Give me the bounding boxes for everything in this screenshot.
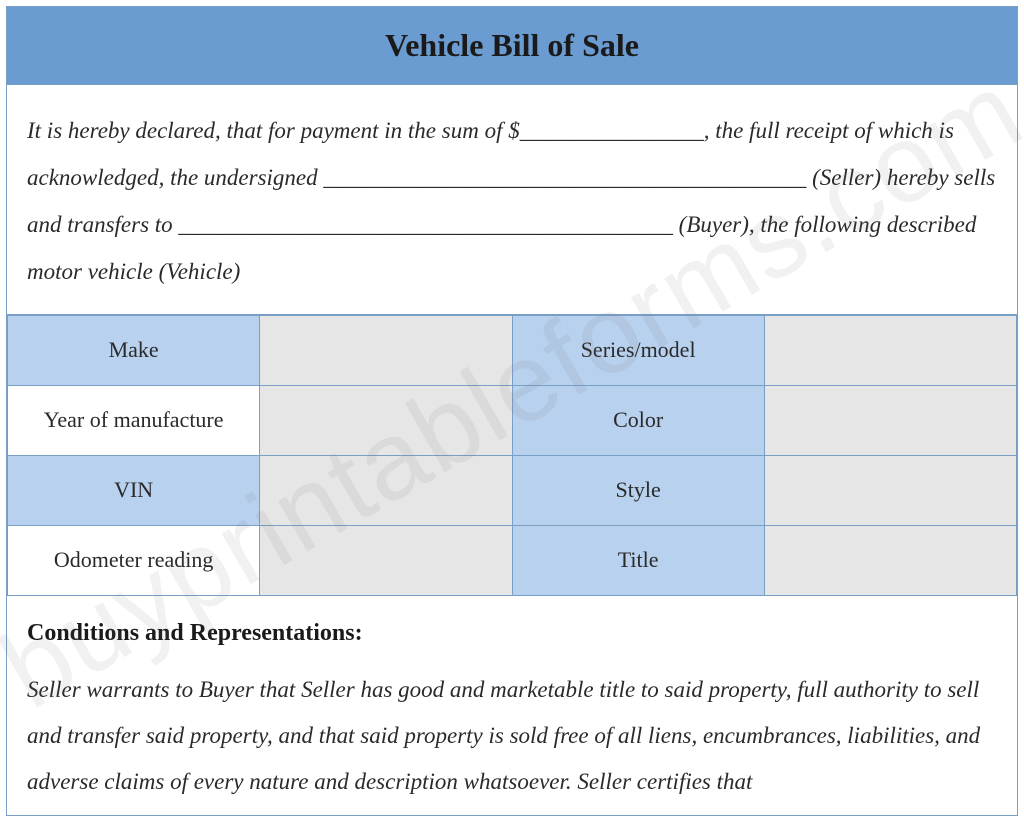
field-label-vin: VIN xyxy=(8,455,260,525)
field-label-make: Make xyxy=(8,315,260,385)
field-label-style: Style xyxy=(512,455,764,525)
field-value-make[interactable] xyxy=(260,315,512,385)
field-value-title[interactable] xyxy=(764,525,1016,595)
field-label-odometer: Odometer reading xyxy=(8,525,260,595)
conditions-section: Conditions and Representations: Seller w… xyxy=(7,596,1017,815)
field-value-style[interactable] xyxy=(764,455,1016,525)
table-row: Odometer reading Title xyxy=(8,525,1017,595)
field-label-series: Series/model xyxy=(512,315,764,385)
conditions-heading: Conditions and Representations: xyxy=(27,620,997,647)
field-value-vin[interactable] xyxy=(260,455,512,525)
table-row: Year of manufacture Color xyxy=(8,385,1017,455)
field-value-odometer[interactable] xyxy=(260,525,512,595)
page-title: Vehicle Bill of Sale xyxy=(7,27,1017,64)
header-bar: Vehicle Bill of Sale xyxy=(7,7,1017,85)
field-label-year: Year of manufacture xyxy=(8,385,260,455)
field-value-color[interactable] xyxy=(764,385,1016,455)
form-container: Vehicle Bill of Sale It is hereby declar… xyxy=(6,6,1018,816)
field-label-color: Color xyxy=(512,385,764,455)
conditions-body: Seller warrants to Buyer that Seller has… xyxy=(27,667,997,805)
table-row: VIN Style xyxy=(8,455,1017,525)
field-label-title: Title xyxy=(512,525,764,595)
table-row: Make Series/model xyxy=(8,315,1017,385)
declaration-text: It is hereby declared, that for payment … xyxy=(7,85,1017,315)
field-value-year[interactable] xyxy=(260,385,512,455)
vehicle-details-table: Make Series/model Year of manufacture Co… xyxy=(7,315,1017,596)
field-value-series[interactable] xyxy=(764,315,1016,385)
